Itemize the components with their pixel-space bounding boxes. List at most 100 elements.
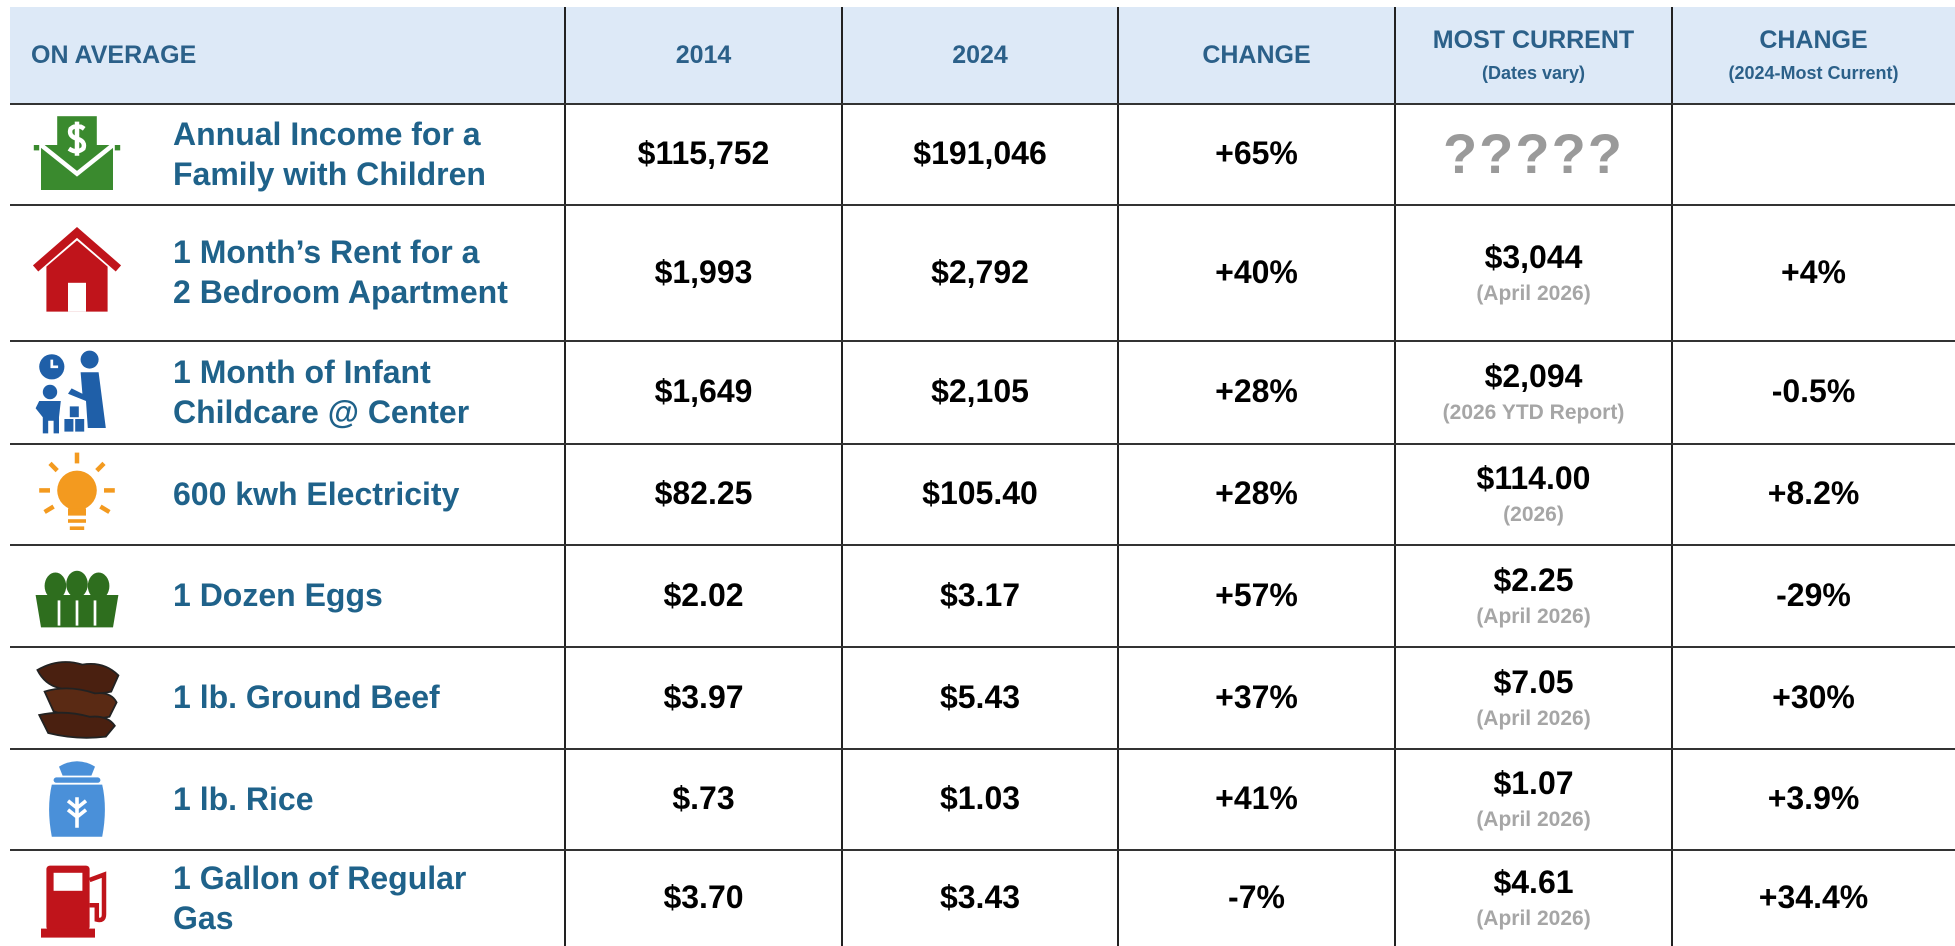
value-cell: +28% — [1118, 443, 1395, 544]
header-label: 2024 — [952, 41, 1008, 70]
value-cell: +28% — [1118, 340, 1395, 443]
value: $3.70 — [663, 879, 743, 916]
row-divider — [10, 544, 1955, 546]
current-change-cell: -29% — [1672, 544, 1955, 646]
value: +28% — [1215, 373, 1298, 410]
current-cell: $3,044 (April 2026) — [1395, 204, 1672, 340]
value: +28% — [1215, 475, 1298, 512]
value-cell: $1.03 — [842, 748, 1118, 849]
value-cell: +41% — [1118, 748, 1395, 849]
current-date: (April 2026) — [1476, 907, 1590, 931]
current-change: +34.4% — [1759, 879, 1868, 916]
item-line: 1 lb. Rice — [173, 779, 314, 819]
current-change: +8.2% — [1768, 475, 1860, 512]
item-cell: Annual Income for aFamily with Children — [10, 103, 565, 204]
header-cell: CHANGE(2024-Most Current) — [1672, 7, 1955, 103]
current-value: ????? — [1443, 121, 1624, 186]
value: $1,649 — [655, 373, 753, 410]
header-cell: 2024 — [842, 7, 1118, 103]
value-cell: $1,649 — [565, 340, 842, 443]
header-cell: 2014 — [565, 7, 842, 103]
value-cell: $82.25 — [565, 443, 842, 544]
value: $82.25 — [655, 475, 753, 512]
item-line: 2 Bedroom Apartment — [173, 272, 508, 312]
current-change-cell — [1672, 103, 1955, 204]
current-cell: $7.05(April 2026) — [1395, 646, 1672, 748]
value: $5.43 — [940, 679, 1020, 716]
current-date: (April 2026) — [1476, 808, 1590, 832]
item-line: 1 Month of Infant — [173, 352, 431, 392]
value-cell: +37% — [1118, 646, 1395, 748]
value-cell: +40% — [1118, 204, 1395, 340]
item-cell: 1 lb. Rice — [10, 748, 565, 849]
item-line: 1 Month’s Rent for a — [173, 232, 479, 272]
item-cell: 1 lb. Ground Beef — [10, 646, 565, 748]
header-sub: (Dates vary) — [1482, 63, 1585, 84]
value: $3.97 — [663, 679, 743, 716]
current-value: $2,094 — [1485, 358, 1583, 395]
value: +65% — [1215, 135, 1298, 172]
current-change-cell: +3.9% — [1672, 748, 1955, 849]
current-change-cell: +34.4% — [1672, 849, 1955, 946]
current-change: -0.5% — [1772, 373, 1856, 410]
value: $191,046 — [913, 135, 1046, 172]
current-value: $1.07 — [1493, 765, 1573, 802]
current-cell: $4.61 (April 2026) — [1395, 849, 1672, 946]
current-date: (2026 YTD Report) — [1443, 401, 1625, 425]
current-date: (2026) — [1503, 503, 1564, 527]
value: +40% — [1215, 254, 1298, 291]
current-change-cell: +8.2% — [1672, 443, 1955, 544]
value: $2,105 — [931, 373, 1029, 410]
current-cell: ????? — [1395, 103, 1672, 204]
current-change-cell: +30% — [1672, 646, 1955, 748]
value: +41% — [1215, 780, 1298, 817]
current-change-cell: -0.5% — [1672, 340, 1955, 443]
value-cell: $.73 — [565, 748, 842, 849]
current-change: +3.9% — [1768, 780, 1860, 817]
value-cell: +65% — [1118, 103, 1395, 204]
row-divider — [10, 443, 1955, 445]
cost-table: ON AVERAGE20142024CHANGEMOST CURRENT(Dat… — [0, 0, 1955, 946]
value-cell: $3.43 — [842, 849, 1118, 946]
value: $.73 — [672, 780, 734, 817]
value: $105.40 — [922, 475, 1038, 512]
value: -7% — [1228, 879, 1285, 916]
current-date: (April 2026) — [1476, 707, 1590, 731]
value-cell: $1,993 — [565, 204, 842, 340]
item-line: Gas — [173, 898, 233, 938]
value-cell: $105.40 — [842, 443, 1118, 544]
current-value: $4.61 — [1493, 864, 1573, 901]
current-date: (April 2026) — [1476, 605, 1590, 629]
row-divider — [10, 103, 1955, 105]
current-change: -29% — [1776, 577, 1851, 614]
row-divider — [10, 646, 1955, 648]
item-line: 1 lb. Ground Beef — [173, 677, 440, 717]
value-cell: $2,105 — [842, 340, 1118, 443]
current-change-cell: +4% — [1672, 204, 1955, 340]
current-value: $3,044 — [1485, 239, 1583, 276]
header-label: CHANGE — [1202, 41, 1310, 70]
item-line: Family with Children — [173, 154, 486, 194]
value: $115,752 — [638, 135, 770, 172]
value-cell: $3.17 — [842, 544, 1118, 646]
current-date: (April 2026) — [1476, 282, 1590, 306]
item-cell: 600 kwh Electricity — [10, 443, 565, 544]
column-divider — [1394, 7, 1396, 946]
column-divider — [1117, 7, 1119, 946]
value-cell: +57% — [1118, 544, 1395, 646]
row-divider — [10, 849, 1955, 851]
column-divider — [841, 7, 843, 946]
value-cell: $3.97 — [565, 646, 842, 748]
item-cell: 1 Dozen Eggs — [10, 544, 565, 646]
value: $2.02 — [663, 577, 743, 614]
current-cell: $2.25(April 2026) — [1395, 544, 1672, 646]
header-label: 2014 — [676, 41, 732, 70]
current-cell: $114.00(2026) — [1395, 443, 1672, 544]
row-divider — [10, 204, 1955, 206]
header-label: MOST CURRENT — [1433, 26, 1634, 55]
header-cell: MOST CURRENT (Dates vary) — [1395, 7, 1672, 103]
item-line: 1 Gallon of Regular — [173, 858, 466, 898]
value-cell: $115,752 — [565, 103, 842, 204]
